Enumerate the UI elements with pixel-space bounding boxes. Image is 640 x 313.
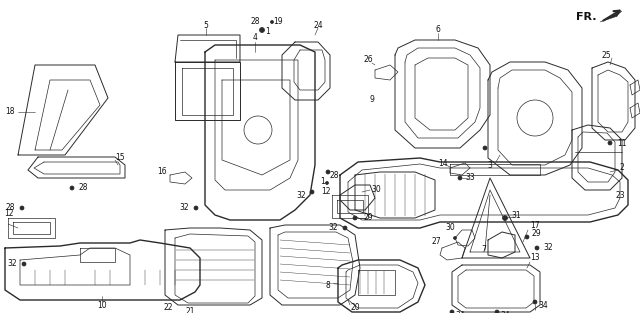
Text: 30: 30 — [371, 186, 381, 194]
Text: 11: 11 — [617, 138, 627, 147]
Circle shape — [502, 215, 508, 220]
Text: 33: 33 — [465, 173, 475, 182]
Circle shape — [454, 237, 456, 239]
Circle shape — [20, 206, 24, 210]
Circle shape — [70, 186, 74, 190]
Text: 28: 28 — [5, 203, 15, 213]
Text: 25: 25 — [601, 50, 611, 59]
Text: 23: 23 — [615, 191, 625, 199]
Text: 28: 28 — [250, 18, 260, 27]
Text: 24: 24 — [313, 20, 323, 29]
Circle shape — [259, 28, 264, 33]
Text: 7: 7 — [481, 245, 486, 254]
Text: 32: 32 — [328, 223, 338, 233]
Text: 29: 29 — [531, 229, 541, 239]
Text: 32: 32 — [543, 244, 553, 253]
Text: 6: 6 — [436, 25, 440, 34]
Circle shape — [326, 170, 330, 174]
Circle shape — [533, 300, 537, 304]
Circle shape — [483, 146, 487, 150]
Text: 21: 21 — [185, 306, 195, 313]
Text: 32: 32 — [296, 191, 306, 199]
Text: 34: 34 — [500, 311, 510, 313]
Circle shape — [450, 310, 454, 313]
Circle shape — [353, 216, 357, 220]
Text: 2: 2 — [620, 163, 625, 172]
Text: 4: 4 — [253, 33, 257, 43]
Circle shape — [608, 141, 612, 145]
Text: 13: 13 — [530, 254, 540, 263]
Circle shape — [458, 176, 462, 180]
Circle shape — [194, 206, 198, 210]
Text: 20: 20 — [350, 304, 360, 312]
Text: 19: 19 — [273, 18, 283, 27]
Circle shape — [310, 190, 314, 194]
Text: 32: 32 — [179, 203, 189, 213]
Circle shape — [271, 20, 273, 23]
Text: FR.: FR. — [576, 12, 596, 22]
Circle shape — [343, 226, 347, 230]
Text: 8: 8 — [326, 280, 330, 290]
Text: 30: 30 — [445, 223, 455, 233]
Text: 32: 32 — [7, 259, 17, 269]
Text: 5: 5 — [204, 20, 209, 29]
Text: 12: 12 — [4, 208, 13, 218]
Text: 15: 15 — [115, 153, 125, 162]
Text: 16: 16 — [157, 167, 167, 177]
Text: 27: 27 — [431, 238, 441, 247]
Text: 18: 18 — [5, 107, 15, 116]
Circle shape — [22, 262, 26, 266]
Text: 10: 10 — [97, 300, 107, 310]
Text: 3: 3 — [488, 161, 492, 170]
Circle shape — [535, 246, 539, 250]
Text: 28: 28 — [329, 171, 339, 179]
Text: 17: 17 — [530, 220, 540, 229]
Text: 9: 9 — [369, 95, 374, 105]
Circle shape — [495, 310, 499, 313]
Text: 34: 34 — [455, 311, 465, 313]
Text: 34: 34 — [538, 301, 548, 310]
Text: 31: 31 — [511, 211, 521, 219]
Text: 1: 1 — [321, 177, 325, 187]
Text: 29: 29 — [363, 213, 373, 223]
Text: 22: 22 — [163, 304, 173, 312]
Text: 12: 12 — [321, 187, 331, 197]
Text: 14: 14 — [438, 158, 448, 167]
Text: 28: 28 — [78, 183, 88, 192]
Circle shape — [525, 235, 529, 239]
Polygon shape — [600, 11, 622, 22]
Text: 1: 1 — [266, 28, 270, 37]
Text: 26: 26 — [363, 55, 373, 64]
Circle shape — [326, 182, 328, 184]
